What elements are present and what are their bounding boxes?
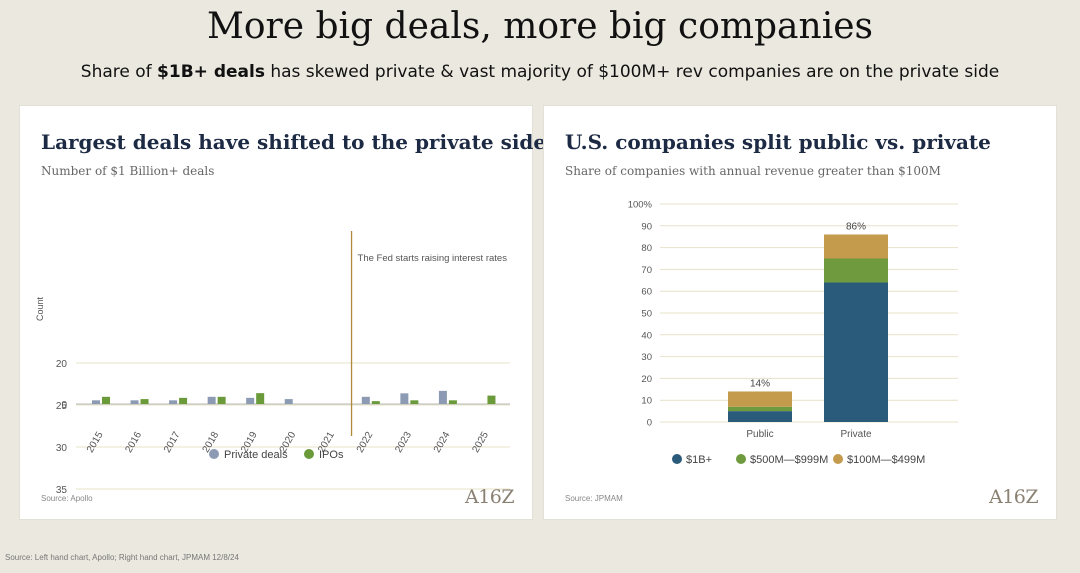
y-tick-label: 80 bbox=[641, 243, 652, 254]
y-tick-label: 50 bbox=[641, 309, 652, 320]
x-tick-label: 2015 bbox=[85, 430, 106, 455]
legend-label-1: $500M—$999M bbox=[750, 454, 828, 466]
y-tick-label: 30 bbox=[641, 352, 652, 363]
x-tick-label: 2024 bbox=[432, 430, 453, 455]
left-chart-subtitle: Number of $1 Billion+ deals bbox=[41, 164, 215, 178]
page-title: More big deals, more big companies bbox=[207, 6, 873, 47]
y-tick-label: 60 bbox=[641, 287, 652, 298]
y-tick-label: 70 bbox=[641, 265, 652, 276]
ipos-bar-2025 bbox=[487, 395, 496, 404]
legend-marker-1 bbox=[736, 454, 746, 464]
y-axis-label: Count bbox=[35, 297, 45, 322]
x-category-label: Private bbox=[840, 429, 872, 440]
y-tick-label: 0 bbox=[61, 400, 67, 411]
legend-ipos-marker bbox=[304, 449, 314, 459]
public-segment-2 bbox=[728, 391, 792, 407]
private-deals-bar-2024 bbox=[438, 390, 447, 404]
y-tick-label: 20 bbox=[56, 359, 68, 370]
private-deals-bar-2015 bbox=[92, 400, 100, 404]
x-tick-label: 2016 bbox=[123, 430, 144, 455]
x-tick-label: 2025 bbox=[470, 430, 491, 455]
private-deals-bar-2017 bbox=[169, 400, 178, 404]
right-chart-title: U.S. companies split public vs. private bbox=[565, 130, 991, 154]
a16z-logo: A16Z bbox=[465, 486, 515, 508]
legend-label-2: $100M—$499M bbox=[847, 454, 925, 466]
y-tick-label: 40 bbox=[641, 330, 652, 341]
companies-stacked-chart: 0 10 20 30 40 50 60 70 80 90 100% 14% Public 86% Priva… bbox=[628, 200, 958, 466]
legend-marker-0 bbox=[672, 454, 682, 464]
y-tick-label: 35 bbox=[56, 485, 68, 496]
left-chart-source: Source: Apollo bbox=[41, 494, 93, 503]
y-tick-label: 0 bbox=[647, 418, 652, 429]
y-tick-label: 30 bbox=[56, 443, 68, 454]
private-deals-bar-2020 bbox=[284, 399, 293, 404]
private-deals-bar-2019 bbox=[246, 397, 255, 404]
private-segment-0 bbox=[824, 282, 888, 422]
y-tick-label: 90 bbox=[641, 221, 652, 232]
private-deals-bar-2023 bbox=[400, 393, 409, 404]
fed-annotation-text: The Fed starts raising interest rates bbox=[358, 253, 508, 264]
ipos-bar-2019 bbox=[256, 393, 265, 404]
total-label-private: 86% bbox=[846, 222, 866, 233]
ipos-bar-2023 bbox=[410, 400, 419, 404]
private-deals-bar-2022 bbox=[361, 396, 370, 404]
subtitle-bold: $1B+ deals bbox=[157, 62, 265, 82]
x-tick-label: 2023 bbox=[393, 430, 414, 455]
private-segment-1 bbox=[824, 258, 888, 283]
ipos-bar-2022 bbox=[371, 401, 380, 404]
y-tick-label: 25 bbox=[56, 401, 68, 412]
public-segment-0 bbox=[728, 411, 792, 422]
private-deals-bar-2016 bbox=[130, 400, 139, 404]
legend-label-0: $1B+ bbox=[686, 454, 712, 466]
private-segment-2 bbox=[824, 234, 888, 259]
right-chart-card: U.S. companies split public vs. private … bbox=[544, 106, 1056, 519]
page-subtitle: Share of $1B+ deals has skewed private &… bbox=[0, 62, 1080, 82]
y-tick-label: 100% bbox=[628, 200, 653, 211]
x-category-label: Public bbox=[746, 429, 773, 440]
x-tick-label: 2017 bbox=[162, 430, 183, 455]
legend-ipos-label: IPOs bbox=[319, 449, 344, 461]
legend-marker-2 bbox=[833, 454, 843, 464]
right-chart-source: Source: JPMAM bbox=[565, 494, 623, 503]
left-chart-title: Largest deals have shifted to the privat… bbox=[41, 130, 547, 154]
public-segment-1 bbox=[728, 406, 792, 412]
subtitle-prefix: Share of bbox=[80, 62, 158, 82]
total-label-public: 14% bbox=[750, 378, 770, 389]
ipos-bar-2015 bbox=[102, 396, 110, 404]
legend-private-deals-label: Private deals bbox=[224, 449, 288, 461]
private-deals-bar-2018 bbox=[207, 396, 216, 404]
x-tick-label: 2022 bbox=[355, 430, 376, 455]
footer-source: Source: Left hand chart, Apollo; Right h… bbox=[5, 553, 239, 562]
y-tick-label: 10 bbox=[641, 396, 652, 407]
ipos-bar-2018 bbox=[217, 396, 226, 404]
a16z-logo: A16Z bbox=[989, 486, 1039, 508]
left-chart-card: Largest deals have shifted to the privat… bbox=[20, 106, 546, 519]
y-tick-label: 20 bbox=[641, 374, 652, 385]
ipos-bar-2016 bbox=[140, 399, 149, 404]
subtitle-suffix: has skewed private & vast majority of $1… bbox=[264, 62, 1000, 82]
right-chart-subtitle: Share of companies with annual revenue g… bbox=[565, 164, 941, 178]
ipos-bar-2017 bbox=[179, 397, 188, 404]
ipos-bar-2024 bbox=[448, 400, 457, 404]
legend-private-deals-marker bbox=[209, 449, 219, 459]
